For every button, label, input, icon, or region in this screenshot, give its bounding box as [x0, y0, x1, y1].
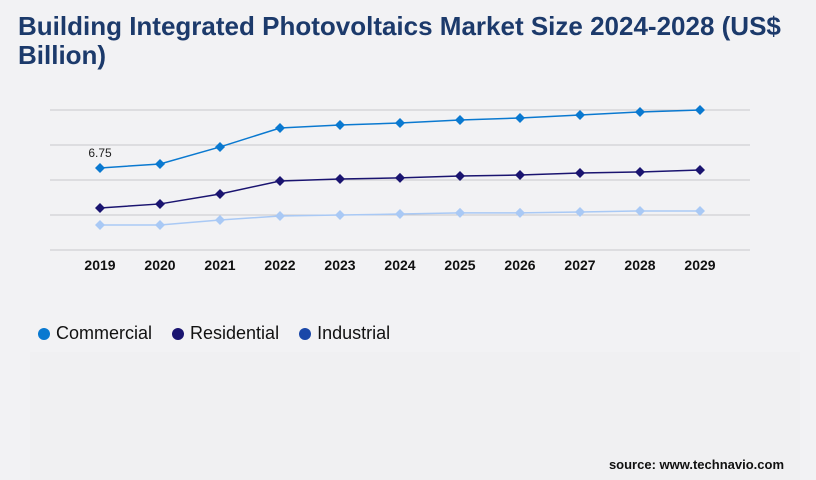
- x-tick-label: 2024: [384, 257, 415, 273]
- data-point-commercial: [395, 118, 405, 129]
- x-tick-label: 2020: [144, 257, 175, 273]
- legend-marker-icon: [38, 327, 50, 340]
- data-point-commercial: [95, 162, 105, 173]
- x-tick-label: 2021: [204, 257, 235, 273]
- x-tick-label: 2025: [444, 257, 475, 273]
- data-point-residential: [515, 170, 525, 181]
- data-point-commercial: [575, 109, 585, 120]
- data-point-commercial: [155, 158, 165, 169]
- data-point-industrial: [215, 214, 225, 225]
- data-point-industrial: [515, 207, 525, 218]
- data-point-residential: [635, 166, 645, 177]
- data-point-residential: [275, 175, 285, 186]
- data-point-residential: [155, 198, 165, 209]
- data-point-commercial: [215, 141, 225, 152]
- data-point-industrial: [335, 210, 345, 220]
- data-point-residential: [335, 174, 345, 185]
- legend-item-residential[interactable]: Residential: [172, 323, 279, 344]
- data-point-commercial: [515, 113, 525, 124]
- source-text: source: www.technavio.com: [608, 457, 784, 472]
- data-point-commercial: [275, 122, 285, 133]
- x-tick-label: 2019: [84, 257, 115, 273]
- data-point-residential: [695, 165, 705, 176]
- x-tick-label: 2027: [564, 257, 595, 273]
- data-point-industrial: [455, 207, 465, 218]
- data-point-industrial: [635, 205, 645, 216]
- background-panel: [30, 352, 800, 480]
- data-point-industrial: [695, 205, 705, 216]
- data-point-residential: [95, 202, 105, 213]
- data-point-commercial: [695, 105, 705, 115]
- x-tick-label: 2026: [504, 257, 535, 273]
- data-point-industrial: [275, 210, 285, 221]
- data-point-commercial: [455, 114, 465, 125]
- data-point-residential: [215, 188, 225, 199]
- legend-label: Residential: [190, 323, 280, 343]
- legend-marker-icon: [299, 327, 312, 340]
- data-point-industrial: [155, 219, 165, 230]
- data-point-industrial: [395, 209, 405, 220]
- line-chart: 2019 2020 2021 2022 2023 2024 2025 2026 2027 2028…: [50, 105, 750, 273]
- x-tick-label: 2022: [264, 257, 295, 273]
- data-label: 6.75: [88, 146, 112, 160]
- legend-label: Industrial: [317, 323, 391, 343]
- data-point-commercial: [635, 106, 645, 117]
- data-point-residential: [455, 170, 465, 181]
- data-point-industrial: [575, 206, 585, 217]
- legend-item-commercial[interactable]: Commercial: [38, 323, 152, 344]
- data-point-industrial: [95, 219, 105, 230]
- x-tick-label: 2029: [684, 257, 715, 273]
- data-point-residential: [575, 167, 585, 178]
- data-point-residential: [395, 172, 405, 183]
- data-point-commercial: [335, 119, 345, 130]
- legend: Commercial Residential Industrial: [38, 323, 390, 344]
- legend-item-industrial[interactable]: Industrial: [299, 323, 390, 344]
- legend-label: Commercial: [56, 323, 153, 343]
- chart-title: Building Integrated Photovoltaics Market…: [18, 11, 781, 70]
- legend-marker-icon: [172, 327, 185, 340]
- x-tick-label: 2023: [324, 257, 355, 273]
- x-tick-label: 2028: [624, 257, 655, 273]
